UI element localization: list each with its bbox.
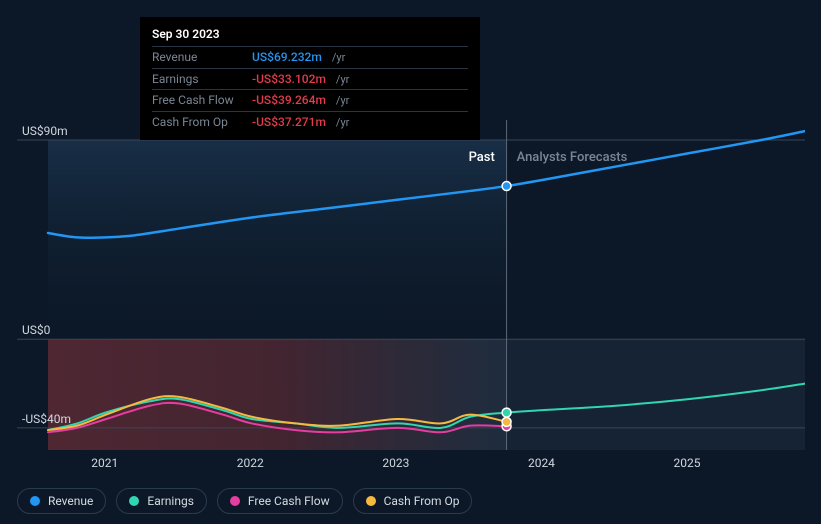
legend-dot-icon xyxy=(366,496,376,506)
chart-legend: Revenue Earnings Free Cash Flow Cash From O… xyxy=(17,488,472,514)
tooltip-suffix: /yr xyxy=(336,72,349,89)
tooltip-suffix: /yr xyxy=(336,93,349,110)
legend-label: Earnings xyxy=(147,494,194,508)
hover-tooltip: Sep 30 2023 RevenueUS$69.232m/yrEarnings… xyxy=(140,17,480,140)
y-axis-label: -US$40m xyxy=(22,412,71,426)
y-axis-label: US$90m xyxy=(22,124,68,138)
tooltip-suffix: /yr xyxy=(336,115,349,132)
x-axis-label: 2022 xyxy=(237,456,264,470)
legend-dot-icon xyxy=(129,496,139,506)
tooltip-row: Cash From Op -US$37.271m/yr xyxy=(152,111,468,133)
y-axis-label: US$0 xyxy=(22,323,50,337)
forecast-label: Analysts Forecasts xyxy=(517,150,628,165)
tooltip-metric-value: -US$39.264m xyxy=(252,91,326,109)
legend-label: Free Cash Flow xyxy=(248,494,330,508)
tooltip-row: Earnings -US$33.102m/yr xyxy=(152,68,468,90)
legend-item-free-cash-flow[interactable]: Free Cash Flow xyxy=(217,488,343,514)
tooltip-date: Sep 30 2023 xyxy=(152,25,468,43)
legend-label: Revenue xyxy=(48,494,93,508)
tooltip-metric-label: Cash From Op xyxy=(152,113,242,131)
legend-item-cash-from-op[interactable]: Cash From Op xyxy=(353,488,473,514)
tooltip-metric-label: Revenue xyxy=(152,48,242,66)
x-axis-label: 2024 xyxy=(528,456,555,470)
legend-dot-icon xyxy=(30,496,40,506)
x-axis-label: 2023 xyxy=(382,456,409,470)
legend-dot-icon xyxy=(230,496,240,506)
past-label: Past xyxy=(469,150,495,165)
financials-chart[interactable]: US$90m US$0 -US$40m 2021 2022 2023 2024 2025 P… xyxy=(17,120,805,480)
chart-svg xyxy=(17,120,805,480)
tooltip-metric-label: Earnings xyxy=(152,70,242,88)
tooltip-metric-value: -US$37.271m xyxy=(252,113,326,131)
tooltip-row: Free Cash Flow -US$39.264m/yr xyxy=(152,89,468,111)
tooltip-metric-label: Free Cash Flow xyxy=(152,91,242,109)
tooltip-metric-value: US$69.232m xyxy=(252,48,322,66)
x-axis-label: 2021 xyxy=(91,456,118,470)
tooltip-row: Revenue US$69.232m/yr xyxy=(152,46,468,68)
legend-item-revenue[interactable]: Revenue xyxy=(17,488,106,514)
tooltip-metric-value: -US$33.102m xyxy=(252,70,326,88)
legend-label: Cash From Op xyxy=(384,494,460,508)
tooltip-suffix: /yr xyxy=(332,50,345,67)
x-axis-label: 2025 xyxy=(674,456,701,470)
legend-item-earnings[interactable]: Earnings xyxy=(116,488,207,514)
